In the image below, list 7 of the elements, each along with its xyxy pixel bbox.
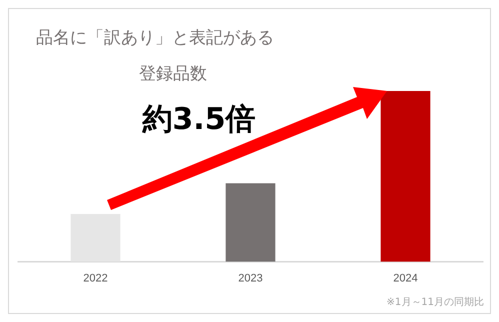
annotation: 約3.5倍 <box>141 102 256 137</box>
text: ※1月～11月の同期比 <box>386 296 484 309</box>
chart-subtitle: 登録品数 <box>139 63 207 85</box>
chart-title: 品名に「訳あり」と表記がある <box>36 27 274 49</box>
x-tick-label: 2022 <box>83 272 108 284</box>
x-tick-label: 2024 <box>393 272 418 284</box>
x-tick-label: 2023 <box>238 272 263 284</box>
